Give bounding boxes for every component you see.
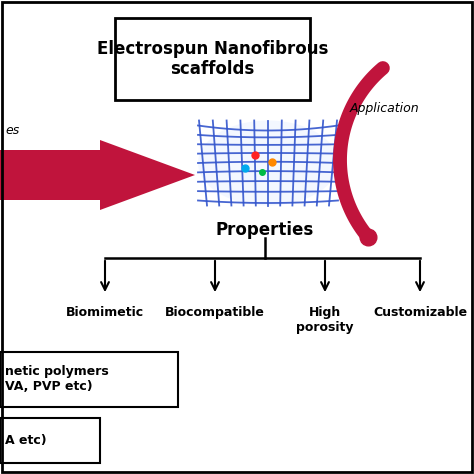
Text: Biomimetic: Biomimetic [66,306,144,319]
Text: es: es [5,124,19,137]
Text: Application: Application [350,101,419,115]
Text: Electrospun Nanofibrous
scaffolds: Electrospun Nanofibrous scaffolds [97,40,328,78]
Text: Customizable: Customizable [373,306,467,319]
Text: High
porosity: High porosity [296,306,354,334]
Text: A etc): A etc) [5,434,46,447]
Ellipse shape [198,120,338,206]
FancyBboxPatch shape [0,418,100,463]
Text: netic polymers
VA, PVP etc): netic polymers VA, PVP etc) [5,365,109,393]
FancyBboxPatch shape [115,18,310,100]
Polygon shape [0,140,195,210]
FancyBboxPatch shape [0,352,178,407]
Text: Properties: Properties [216,221,314,239]
Text: Biocompatible: Biocompatible [165,306,265,319]
